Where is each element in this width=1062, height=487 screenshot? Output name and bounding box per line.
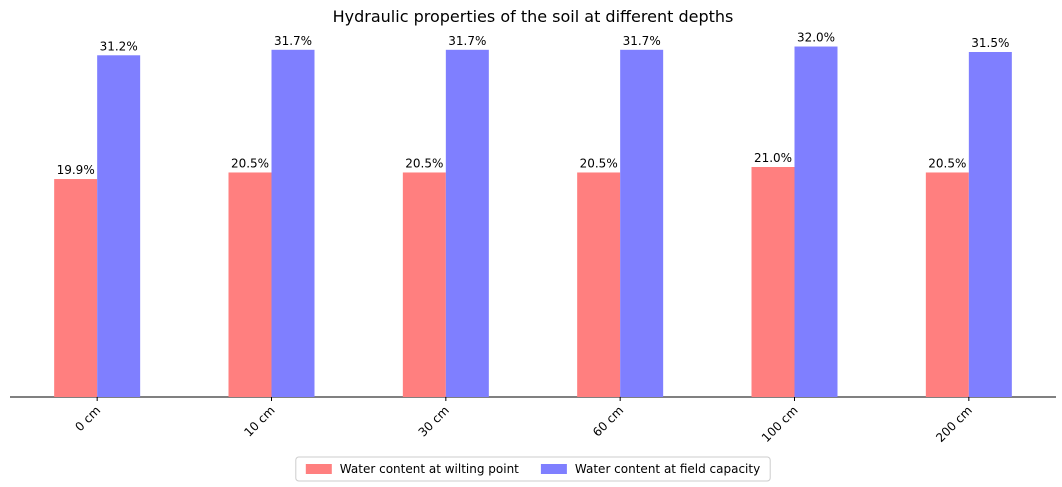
data-label: 31.7% (623, 34, 661, 48)
x-tick-label: 60 cm (590, 403, 626, 439)
data-label: 32.0% (797, 31, 835, 45)
bar (271, 49, 315, 398)
bar (97, 55, 141, 398)
legend-label: Water content at field capacity (575, 462, 760, 476)
bar (620, 49, 664, 398)
data-label: 31.2% (100, 39, 138, 53)
chart-title: Hydraulic properties of the soil at diff… (333, 7, 734, 26)
bar (794, 46, 838, 398)
bar (577, 172, 621, 397)
bar (968, 52, 1012, 397)
x-tick-label: 100 cm (759, 403, 801, 445)
data-label: 21.0% (754, 151, 792, 165)
data-label: 31.7% (274, 34, 312, 48)
legend-frame (295, 456, 771, 482)
data-label: 31.5% (971, 36, 1009, 50)
bar (751, 167, 795, 397)
data-label: 20.5% (405, 156, 443, 170)
legend-label: Water content at wilting point (340, 462, 519, 476)
bar (228, 172, 272, 397)
legend-swatch (540, 464, 567, 474)
x-tick-label: 10 cm (241, 403, 277, 439)
bar (54, 179, 98, 397)
bar (402, 172, 446, 397)
legend-swatch (305, 464, 332, 474)
data-label: 20.5% (580, 156, 618, 170)
x-tick-label: 30 cm (416, 403, 452, 439)
data-label: 31.7% (448, 34, 486, 48)
data-label: 19.9% (57, 163, 95, 177)
x-tick-label: 0 cm (72, 403, 103, 434)
data-label: 20.5% (231, 156, 269, 170)
data-label: 20.5% (928, 156, 966, 170)
legend: Water content at wilting point Water cont… (295, 456, 771, 482)
bar (925, 172, 969, 397)
bar (445, 49, 489, 398)
x-tick-label: 200 cm (933, 403, 975, 445)
